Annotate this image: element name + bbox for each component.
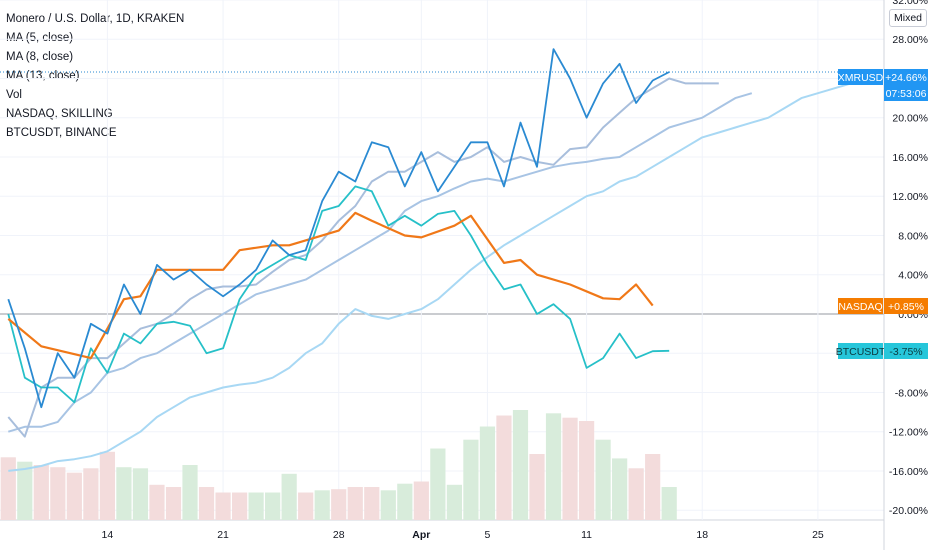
volume-bar <box>281 473 297 520</box>
volume-bar <box>545 413 562 520</box>
y-tick-label: 16.00% <box>892 152 928 164</box>
volume-bar <box>248 492 264 520</box>
y-tick-label: 20.00% <box>892 113 928 125</box>
volume-bar <box>50 467 66 520</box>
volume-bar <box>413 481 429 520</box>
volume-bars <box>0 410 677 520</box>
volume-bar <box>364 487 380 520</box>
volume-bar <box>99 451 116 520</box>
volume-bar <box>446 484 462 520</box>
legend-btcusdt[interactable]: BTCUSDT, BINANCE <box>6 127 117 139</box>
volume-bar <box>380 490 396 520</box>
y-tick-label: 8.00% <box>898 230 928 242</box>
volume-bar <box>116 467 132 520</box>
series-line-nasdaq <box>7 211 654 360</box>
y-tick-label: 12.00% <box>892 191 928 203</box>
legend-volume[interactable]: Vol <box>6 89 22 101</box>
x-tick-label: 21 <box>217 529 229 541</box>
volume-bar <box>83 468 99 520</box>
volume-bar <box>331 489 347 520</box>
xmr-label-badge <box>838 69 883 85</box>
volume-bar <box>165 487 182 520</box>
series-lines <box>0 48 852 472</box>
btc-label-text: BTCUSDT <box>836 346 886 358</box>
x-tick-label: Apr <box>412 529 430 541</box>
volume-bar <box>215 492 231 520</box>
nasdaq-label-badge <box>838 298 883 314</box>
volume-bar <box>17 461 33 520</box>
volume-bar <box>430 448 446 520</box>
series-line-ma-8-close <box>8 92 753 433</box>
nasdaq-value-text: +0.85% <box>888 301 924 313</box>
y-tick-label: -16.00% <box>889 466 928 478</box>
series-line-ma-13-close <box>8 82 852 472</box>
series-line-xmrusd <box>7 48 670 409</box>
scale-mode-button[interactable]: Mixed <box>889 9 927 27</box>
volume-bar <box>0 457 16 520</box>
volume-bar <box>182 465 198 520</box>
volume-bar <box>231 492 248 520</box>
y-tick-label: -8.00% <box>895 387 928 399</box>
chart-legend: Monero / U.S. Dollar, 1D, KRAKEN MA (5, … <box>6 10 184 143</box>
volume-bar <box>347 487 363 520</box>
volume-bar <box>66 472 82 520</box>
x-tick-label: 28 <box>333 529 345 541</box>
x-tick-label: 18 <box>696 529 708 541</box>
volume-bar <box>149 484 165 520</box>
legend-ma13[interactable]: MA (13, close) <box>6 70 80 82</box>
xmr-value-badge <box>884 69 928 101</box>
volume-bar <box>661 487 677 520</box>
nasdaq-label-text: NASDAQ <box>838 301 882 313</box>
series-line-btcusdt <box>7 185 670 404</box>
legend-title: Monero / U.S. Dollar, 1D, KRAKEN <box>6 13 185 25</box>
legend-ma8[interactable]: MA (8, close) <box>6 51 74 63</box>
btc-value-text: -3.75% <box>889 346 922 358</box>
series-line-ma-5-close <box>7 77 719 438</box>
volume-bar <box>463 439 479 520</box>
volume-bar <box>496 415 512 520</box>
price-badges: XMRUSD +24.66% 07:53:06 NASDAQ +0.85% BT… <box>836 69 928 359</box>
x-tick-label: 25 <box>812 529 824 541</box>
y-tick-label: 28.00% <box>892 34 928 46</box>
y-tick-label: 4.00% <box>898 270 928 282</box>
btc-value-badge <box>884 343 928 359</box>
btc-label-badge <box>838 343 883 359</box>
x-tick-label: 14 <box>102 529 114 541</box>
volume-bar <box>512 410 529 520</box>
x-axis: 14 21 28 Apr 5 11 18 25 <box>102 529 824 541</box>
volume-bar <box>132 468 149 520</box>
legend-ma5[interactable]: MA (5, close) <box>6 32 74 44</box>
y-tick-label: -12.00% <box>889 427 928 439</box>
volume-bar <box>645 454 661 520</box>
nasdaq-value-badge <box>884 298 928 314</box>
volume-bar <box>33 465 49 520</box>
volume-bar <box>298 492 314 520</box>
volume-bar <box>265 492 281 520</box>
y-tick-label: 32.00% <box>892 0 928 7</box>
volume-bar <box>397 483 413 520</box>
xmr-value-text: +24.66% <box>885 72 927 84</box>
legend-nasdaq[interactable]: NASDAQ, SKILLING <box>6 108 113 120</box>
y-tick-label: -20.00% <box>889 505 928 517</box>
volume-bar <box>479 426 496 520</box>
volume-bar <box>628 468 644 520</box>
x-tick-label: 11 <box>581 529 592 541</box>
x-tick-label: 5 <box>485 529 491 541</box>
volume-bar <box>562 417 578 520</box>
xmr-label-text: XMRUSD <box>838 72 884 84</box>
volume-bar <box>612 458 628 520</box>
volume-bar <box>198 487 215 520</box>
volume-bar <box>578 421 595 520</box>
xmr-time-text: 07:53:06 <box>886 88 927 100</box>
volume-bar <box>595 439 611 520</box>
volume-bar <box>529 454 545 520</box>
volume-bar <box>314 490 330 520</box>
